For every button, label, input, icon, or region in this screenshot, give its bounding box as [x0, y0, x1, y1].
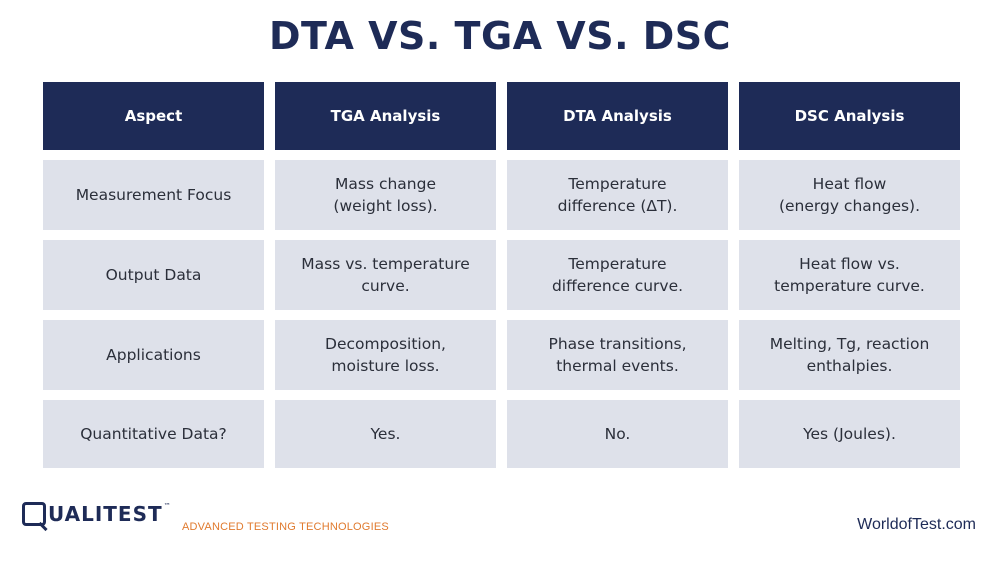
table-cell: Output Data [43, 240, 264, 310]
table-cell: Temperature difference curve. [507, 240, 728, 310]
table-cell: Quantitative Data? [43, 400, 264, 468]
table-cell: Heat flow (energy changes). [739, 160, 960, 230]
logo-text: UALITEST [48, 502, 163, 526]
table-cell: Melting, Tg, reaction enthalpies. [739, 320, 960, 390]
header-cell-tga: TGA Analysis [275, 82, 496, 150]
table-cell: Temperature difference (ΔT). [507, 160, 728, 230]
logo-q-icon [22, 502, 46, 526]
website-label: WorldofTest.com [857, 516, 976, 533]
table-cell: Yes. [275, 400, 496, 468]
table-cell: Heat flow vs. temperature curve. [739, 240, 960, 310]
header-cell-aspect: Aspect [43, 82, 264, 150]
table-cell: Phase transitions, thermal events. [507, 320, 728, 390]
table-cell: No. [507, 400, 728, 468]
page-title: DTA VS. TGA VS. DSC [268, 14, 732, 58]
header-cell-dta: DTA Analysis [507, 82, 728, 150]
table-cell: Decomposition, moisture loss. [275, 320, 496, 390]
table-cell: Applications [43, 320, 264, 390]
qualitest-logo: UALITEST ™ [22, 502, 171, 526]
table-cell: Measurement Focus [43, 160, 264, 230]
logo-trademark: ™ [163, 502, 171, 510]
table-cell: Mass vs. temperature curve. [275, 240, 496, 310]
table-cell: Mass change (weight loss). [275, 160, 496, 230]
comparison-table: Aspect TGA Analysis DTA Analysis DSC Ana… [43, 82, 960, 468]
table-cell: Yes (Joules). [739, 400, 960, 468]
logo-tagline: ADVANCED TESTING TECHNOLOGIES [182, 521, 389, 533]
header-cell-dsc: DSC Analysis [739, 82, 960, 150]
